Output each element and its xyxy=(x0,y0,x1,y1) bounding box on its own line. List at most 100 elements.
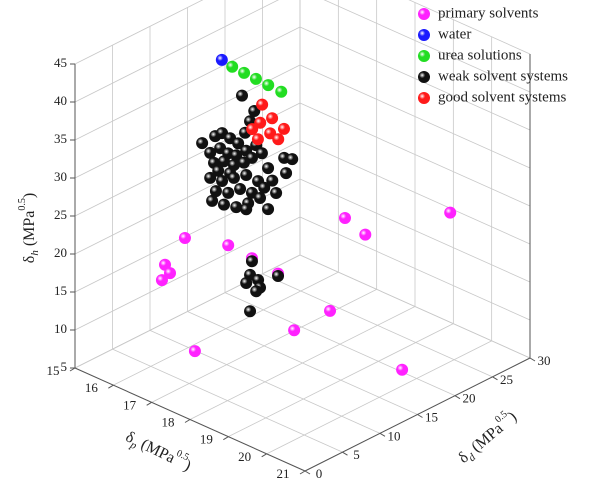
data-point xyxy=(249,72,262,85)
legend-label: weak solvent systems xyxy=(438,68,568,84)
x-tick-label: 18 xyxy=(162,414,175,429)
grid-line xyxy=(74,26,301,141)
z-tick-label: 40 xyxy=(54,93,67,108)
data-point xyxy=(262,79,275,92)
data-point xyxy=(266,174,279,187)
data-point xyxy=(240,169,253,182)
data-point xyxy=(275,85,288,98)
data-point xyxy=(178,231,191,244)
data-point xyxy=(215,53,228,66)
x-tick-label: 17 xyxy=(123,397,137,412)
legend: primary solvents water urea solutions weak … xyxy=(418,5,568,105)
data-point xyxy=(288,324,301,337)
tick-mark xyxy=(342,451,348,456)
grid-line xyxy=(189,306,416,420)
data-point xyxy=(251,133,264,146)
tick-mark xyxy=(454,395,461,400)
legend-marker xyxy=(418,29,430,41)
y-tick-label: 0 xyxy=(316,466,323,481)
legend-marker xyxy=(418,71,430,83)
z-tick-label: 20 xyxy=(54,245,67,260)
axis-label-unit: (MPa xyxy=(21,211,38,251)
z-tick-label: 45 xyxy=(54,55,67,70)
data-point xyxy=(254,191,267,204)
data-point xyxy=(238,66,251,79)
tick-mark xyxy=(492,376,498,381)
data-point xyxy=(226,60,239,73)
axis-label-subscript: h xyxy=(29,250,41,256)
x-tick-label: 15 xyxy=(47,363,60,378)
grid-line xyxy=(408,0,531,55)
data-point xyxy=(240,276,253,289)
grid-line xyxy=(323,0,531,93)
data-point xyxy=(164,267,176,280)
tick-mark xyxy=(304,470,311,475)
grid-line xyxy=(74,0,279,103)
data-point xyxy=(230,149,243,162)
data-point xyxy=(196,137,209,150)
data-point xyxy=(286,153,299,166)
data-point xyxy=(240,203,253,216)
y-tick-label: 20 xyxy=(463,391,476,406)
data-point xyxy=(188,345,201,358)
legend-marker xyxy=(418,92,430,104)
grid-line xyxy=(74,140,301,255)
data-point xyxy=(280,167,293,180)
data-point xyxy=(262,162,275,175)
data-point xyxy=(217,155,230,168)
data-point xyxy=(222,239,235,252)
data-point xyxy=(227,171,240,184)
data-point xyxy=(244,305,257,318)
tick-mark xyxy=(417,414,423,418)
data-point xyxy=(444,206,457,219)
grid-line xyxy=(74,0,204,65)
legend-marker xyxy=(418,8,430,20)
legend-label: water xyxy=(438,26,471,42)
labels: 5 10 15 20 25 30 35 40 45 15 16 17 18 19 20 21 0 5 10 15 20 2… xyxy=(17,55,550,481)
grid-line xyxy=(266,340,492,455)
points xyxy=(155,53,457,376)
data-point xyxy=(212,164,225,177)
tick-mark xyxy=(108,384,114,389)
y-tick-label: 15 xyxy=(425,409,438,424)
z-tick-label: 35 xyxy=(54,131,67,146)
grid-line xyxy=(299,178,531,283)
tick-mark xyxy=(379,432,386,437)
z-tick-label: 15 xyxy=(54,283,67,298)
data-point xyxy=(262,203,275,216)
axis-label-close: ) xyxy=(21,193,38,198)
grid-line xyxy=(299,26,531,131)
grid-line xyxy=(74,254,301,369)
data-point xyxy=(236,89,248,102)
data-point xyxy=(277,122,290,135)
data-point xyxy=(245,151,258,164)
axis-label-unit: (MPa xyxy=(135,434,178,467)
axis-label-superscript: 0.5 xyxy=(17,198,28,211)
data-point xyxy=(234,183,247,196)
x-tick-label: 20 xyxy=(238,449,251,464)
grid-line xyxy=(151,288,377,403)
data-point xyxy=(272,133,285,146)
x-tick-label: 16 xyxy=(85,380,99,395)
x-tick-label: 21 xyxy=(277,466,290,481)
grid-line xyxy=(74,216,301,331)
y-tick-label: 30 xyxy=(538,353,551,368)
z-tick-label: 10 xyxy=(54,321,67,336)
tick-mark xyxy=(223,436,229,441)
legend-label: primary solvents xyxy=(438,5,539,21)
grid-line xyxy=(228,323,454,438)
axis-label-symbol: δ xyxy=(21,256,38,264)
tick-mark xyxy=(146,401,152,406)
tick-mark xyxy=(184,419,191,423)
data-point xyxy=(359,228,372,241)
data-point xyxy=(270,187,283,200)
data-point xyxy=(256,98,269,111)
data-point xyxy=(338,211,351,224)
axis-label-superscript: 0.5 xyxy=(174,448,190,463)
grid-line xyxy=(299,64,531,169)
data-point xyxy=(204,171,217,184)
data-point xyxy=(216,174,229,187)
data-point xyxy=(217,198,230,211)
grid-line xyxy=(299,140,531,245)
tick-mark xyxy=(69,367,76,372)
